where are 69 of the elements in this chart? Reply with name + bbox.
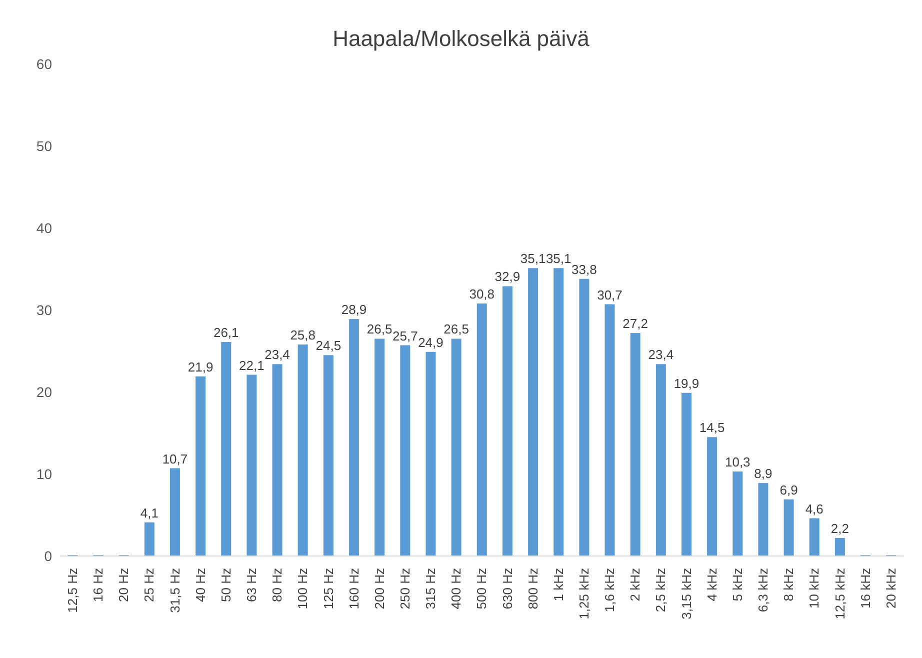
data-label: 2,2 — [830, 520, 849, 536]
y-tick-label: 20 — [36, 384, 52, 400]
x-tick-label: 50 Hz — [218, 568, 234, 602]
data-label: 22,1 — [239, 358, 264, 373]
data-label: 23,4 — [648, 347, 674, 362]
data-label: 30,8 — [469, 286, 495, 302]
x-tick-label: 1,6 kHz — [602, 568, 618, 612]
x-tick-label: 63 Hz — [244, 568, 260, 602]
x-tick-label: 250 Hz — [398, 568, 413, 610]
data-label: 4,1 — [140, 505, 158, 520]
x-tick-label: 3,15 kHz — [678, 568, 694, 620]
data-label: 19,9 — [674, 376, 700, 391]
data-label: 23,4 — [264, 347, 290, 362]
data-label: 24,9 — [418, 334, 444, 350]
x-tick-label: 125 Hz — [320, 568, 336, 610]
x-tick-label: 2 kHz — [628, 568, 643, 602]
x-tick-label: 160 Hz — [346, 568, 362, 610]
x-tick-label: 1 kHz — [550, 568, 566, 602]
data-label: 26,5 — [366, 322, 392, 337]
y-tick-label: 50 — [36, 138, 52, 154]
x-tick-label: 31,5 Hz — [167, 568, 182, 613]
x-tick-label: 12,5 Hz — [65, 568, 80, 613]
data-label: 24,5 — [316, 338, 342, 354]
data-label: 25,8 — [290, 327, 316, 342]
x-tick-label: 20 kHz — [883, 568, 898, 608]
x-tick-label: 12,5 kHz — [832, 568, 848, 620]
y-tick-label: 0 — [44, 548, 52, 564]
x-tick-label: 6,3 kHz — [756, 568, 771, 612]
data-label: 21,9 — [188, 359, 214, 374]
x-tick-label: 800 Hz — [525, 568, 540, 610]
data-label: 10,3 — [724, 454, 750, 470]
x-tick-label: 20 Hz — [116, 568, 132, 602]
x-tick-label: 80 Hz — [270, 568, 285, 602]
y-tick-label: 60 — [36, 56, 52, 72]
x-tick-label: 16 kHz — [858, 568, 873, 608]
data-label: 28,9 — [341, 302, 367, 318]
x-tick-label: 2,5 kHz — [653, 568, 668, 612]
x-tick-label: 100 Hz — [295, 568, 310, 610]
data-label: 35,1 — [520, 251, 546, 266]
x-tick-label: 200 Hz — [372, 568, 387, 610]
x-tick-label: 16 Hz — [90, 568, 106, 602]
data-label: 8,9 — [754, 466, 772, 482]
data-label: 30,7 — [597, 287, 622, 302]
chart-title: Haapala/Molkoselkä päivä — [332, 25, 590, 52]
data-label: 6,9 — [780, 482, 798, 498]
x-tick-label: 8 kHz — [781, 568, 796, 602]
data-label: 33,8 — [572, 262, 597, 277]
x-tick-label: 5 kHz — [730, 568, 745, 602]
x-tick-label: 400 Hz — [448, 568, 464, 610]
x-tick-label: 1,25 kHz — [576, 568, 592, 620]
x-tick-label: 630 Hz — [500, 568, 515, 610]
data-label: 14,5 — [699, 420, 725, 436]
data-label: 25,7 — [392, 328, 418, 344]
data-label: 26,1 — [213, 324, 239, 340]
y-tick-label: 40 — [36, 220, 52, 236]
data-label: 35,1 — [546, 251, 572, 266]
data-label: 27,2 — [622, 316, 648, 331]
data-label: 10,7 — [162, 451, 188, 466]
x-tick-label: 500 Hz — [474, 568, 490, 610]
x-tick-label: 4 kHz — [704, 568, 720, 602]
y-tick-label: 30 — [36, 302, 52, 318]
x-tick-label: 315 Hz — [423, 568, 438, 610]
x-tick-label: 10 kHz — [806, 568, 822, 608]
y-tick-label: 10 — [36, 466, 52, 482]
data-label: 26,5 — [444, 322, 469, 337]
data-label: 32,9 — [494, 269, 520, 284]
x-tick-label: 40 Hz — [192, 568, 208, 602]
x-tick-label: 25 Hz — [142, 568, 157, 602]
data-label: 4,6 — [805, 501, 824, 516]
